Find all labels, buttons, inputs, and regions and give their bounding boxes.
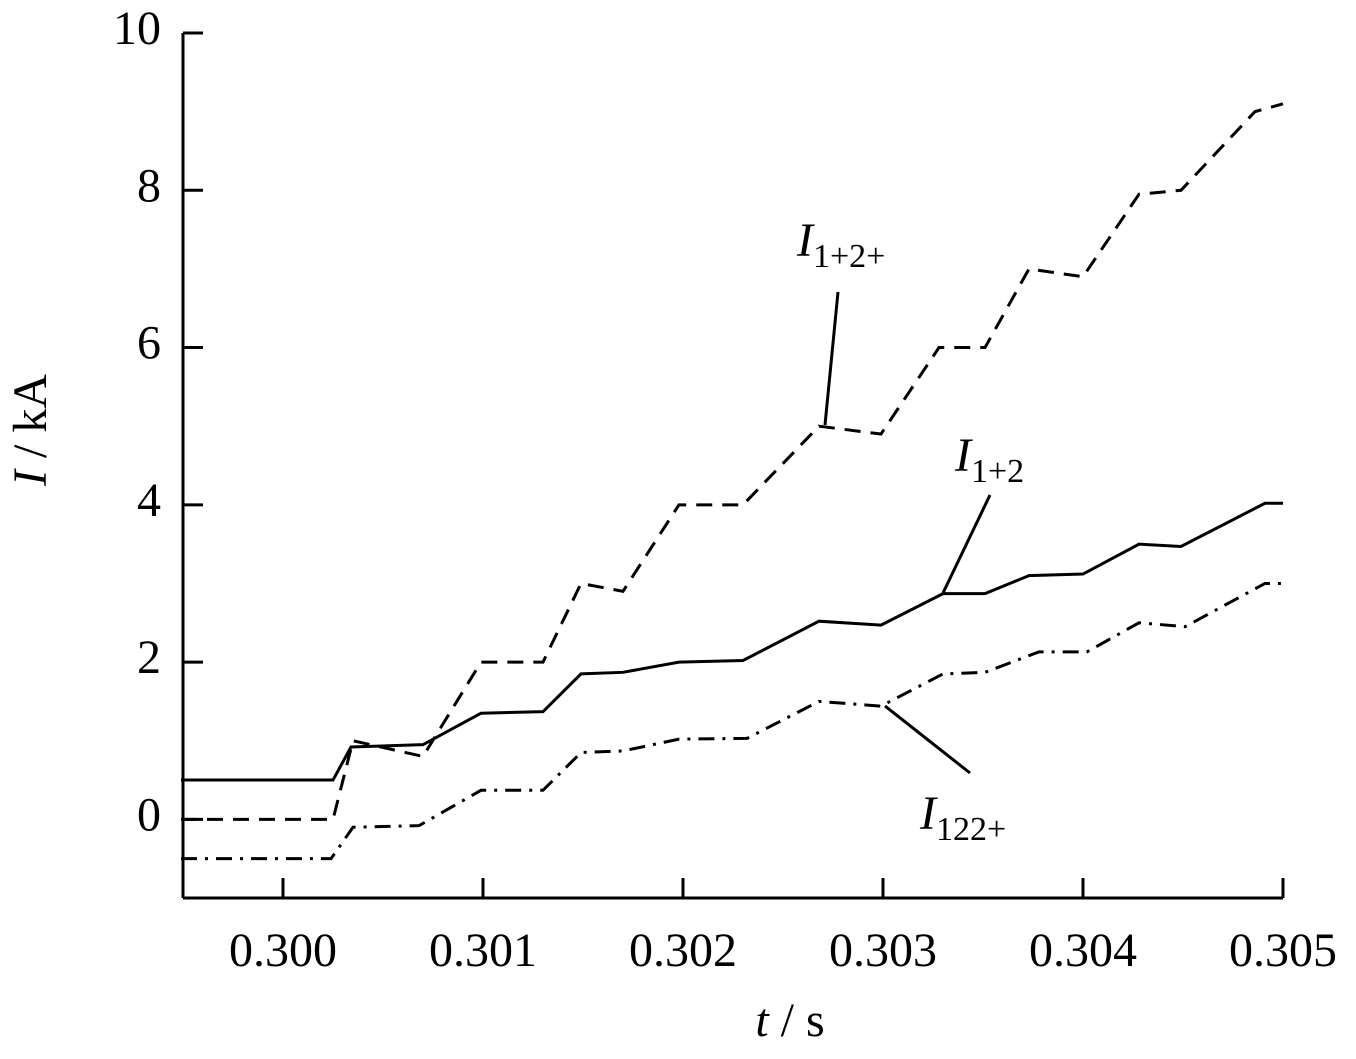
- y-tick-label: 2: [137, 631, 161, 684]
- leader-line: [884, 704, 971, 775]
- x-tick-label: 0.305: [1229, 924, 1337, 977]
- series-line: [181, 102, 1284, 821]
- leader-line: [823, 291, 840, 426]
- series-label: I1+2+: [796, 214, 885, 275]
- x-tick-label: 0.300: [229, 924, 337, 977]
- y-tick-label: 6: [137, 317, 161, 370]
- y-tick-label: 8: [137, 159, 161, 212]
- leader-line: [941, 494, 992, 594]
- x-tick-label: 0.304: [1029, 924, 1137, 977]
- series-label: I122+: [919, 787, 1006, 848]
- label-sub: 122+: [936, 811, 1006, 848]
- label-symbol: I: [796, 214, 815, 267]
- y-tick-label: 0: [137, 788, 161, 841]
- x-tick-label: 0.302: [629, 924, 737, 977]
- label-sub: 1+2: [971, 453, 1024, 490]
- x-tick-label: 0.303: [829, 924, 937, 977]
- series-label: I1+2: [954, 429, 1024, 490]
- series-line: [181, 501, 1283, 782]
- x-tick-label: 0.301: [429, 924, 537, 977]
- series-line: [181, 581, 1283, 861]
- x-label-symbol: t: [755, 994, 770, 1047]
- label-sub: 1+2+: [813, 238, 885, 275]
- y-label-unit: / kA: [4, 374, 57, 470]
- y-tick-label: 10: [113, 2, 161, 55]
- y-label-symbol: I: [4, 468, 57, 487]
- label-symbol: I: [919, 787, 938, 840]
- label-symbol: I: [954, 429, 973, 482]
- x-label-unit: / s: [769, 994, 825, 1047]
- x-axis-label: t / s: [755, 994, 824, 1047]
- y-tick-label: 4: [137, 474, 161, 527]
- y-axis-label: I / kA: [4, 374, 57, 487]
